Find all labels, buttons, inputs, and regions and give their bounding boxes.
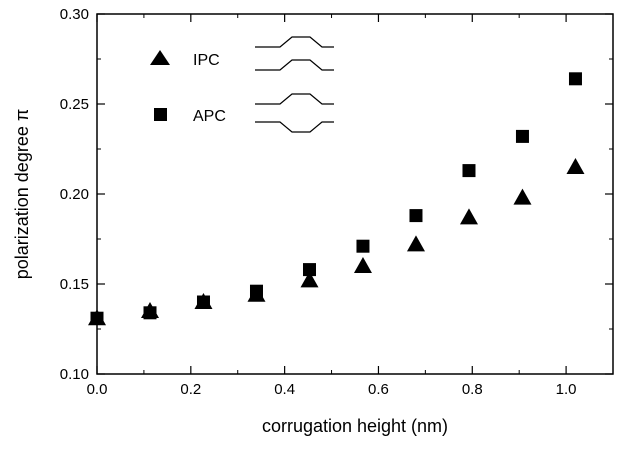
apc-square-point — [515, 129, 529, 143]
apc-profile-icon — [255, 93, 334, 133]
ipc-triangle-point — [300, 271, 319, 288]
ipc-triangle-point — [566, 158, 585, 174]
x-tick-label: 0.0 — [87, 381, 108, 398]
x-axis-title: corrugation height (nm) — [262, 416, 448, 436]
apc-square-point — [196, 295, 210, 309]
apc-square-point — [409, 209, 423, 223]
y-tick-label: 0.30 — [60, 6, 89, 23]
y-axis-title: polarization degree π — [12, 109, 32, 280]
y-tick-label: 0.20 — [60, 186, 89, 203]
apc-square-point — [302, 263, 316, 277]
legend-item-ipc: IPC — [150, 36, 334, 71]
legend-item-apc: APC — [154, 93, 334, 133]
legend: IPC APC — [150, 36, 334, 133]
y-tick-label: 0.10 — [60, 366, 89, 383]
data-points — [88, 72, 585, 326]
apc-square-point — [462, 164, 476, 178]
y-tick-label: 0.25 — [60, 96, 89, 113]
apc-square-point — [249, 284, 263, 298]
apc-square-point — [90, 311, 104, 325]
legend-apc-square-marker — [154, 108, 167, 121]
ipc-triangle-point — [406, 235, 425, 252]
x-tick-label: 1.0 — [556, 381, 577, 398]
y-axis-ticks: 0.10 0.15 0.20 0.25 0.30 — [60, 6, 613, 383]
plot-area — [96, 13, 614, 375]
plot-frame — [96, 13, 614, 375]
apc-square-point — [568, 72, 582, 86]
apc-square-point — [143, 306, 157, 320]
ipc-triangle-point — [459, 208, 478, 225]
y-tick-label: 0.15 — [60, 276, 89, 293]
x-axis-ticks: 0.0 0.2 0.4 0.6 0.8 1.0 — [87, 14, 614, 398]
x-tick-label: 0.4 — [274, 381, 295, 398]
x-tick-label: 0.2 — [180, 381, 201, 398]
x-tick-label: 0.6 — [368, 381, 389, 398]
apc-square-point — [356, 239, 370, 253]
ipc-triangle-point — [353, 257, 372, 273]
ipc-triangle-point — [513, 188, 532, 205]
legend-apc-label: APC — [193, 108, 226, 125]
legend-ipc-label: IPC — [193, 52, 220, 69]
x-tick-label: 0.8 — [462, 381, 483, 398]
ipc-profile-icon — [255, 36, 334, 71]
legend-ipc-triangle-marker — [150, 50, 170, 65]
